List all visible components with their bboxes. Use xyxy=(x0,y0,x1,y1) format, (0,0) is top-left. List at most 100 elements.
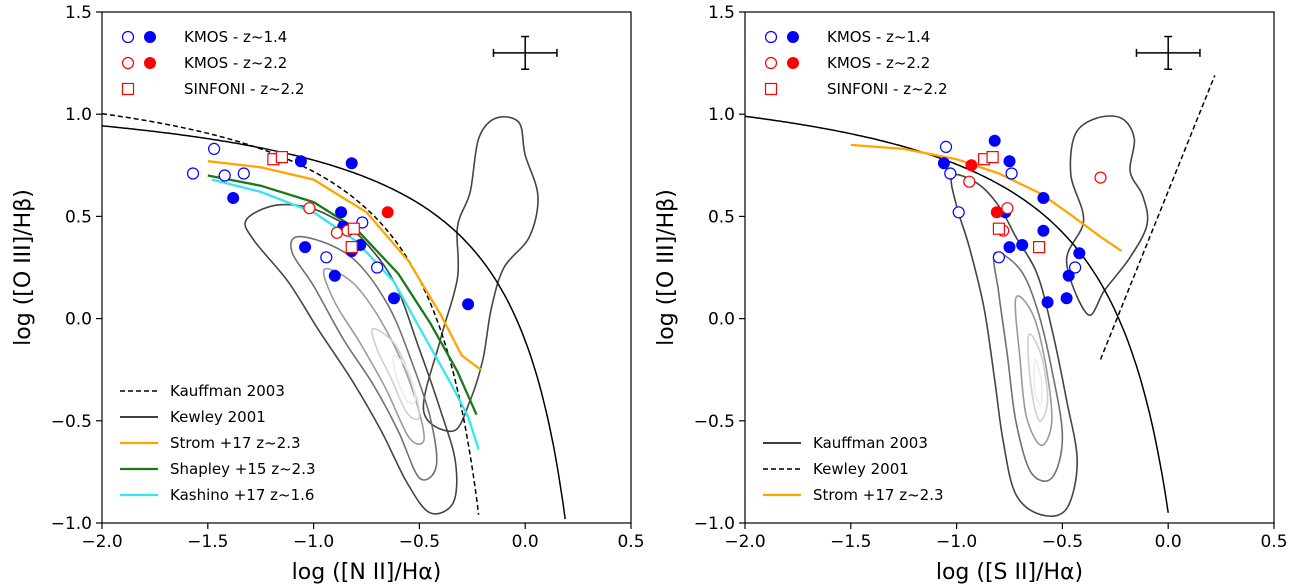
line-legend: Kauffman 2003 Kewley 2001 Strom +17 z~2.3 xyxy=(763,434,944,504)
y-tick-label: 0.5 xyxy=(708,207,735,227)
plot-area xyxy=(102,112,566,520)
y-tick-label: −1.0 xyxy=(694,514,735,534)
data-point xyxy=(990,206,1003,219)
y-tick-label: 1.5 xyxy=(708,3,735,23)
legend-marker xyxy=(144,57,156,69)
plot-area xyxy=(745,75,1216,518)
data-point xyxy=(186,167,200,180)
data-point xyxy=(1005,167,1018,180)
legend-label: Strom +17 z~2.3 xyxy=(170,434,301,452)
y-tick-label: −1.0 xyxy=(51,514,92,534)
legend-marker xyxy=(787,31,799,43)
legend-marker xyxy=(787,57,799,69)
data-point xyxy=(1016,239,1029,251)
data-point xyxy=(1041,296,1054,309)
data-point xyxy=(939,140,953,153)
legend-marker xyxy=(121,30,135,44)
legend-label: Shapley +15 z~2.3 xyxy=(170,460,316,478)
x-tick-label: −2.0 xyxy=(81,532,122,552)
plot-frame xyxy=(101,11,632,524)
x-tick-label: −1.0 xyxy=(936,532,977,552)
legend-label: SINFONI - z~2.2 xyxy=(184,80,305,98)
sdss-contour xyxy=(244,203,458,515)
x-tick-label: 0.0 xyxy=(512,532,539,552)
y-axis-label: log ([O III]/Hβ) xyxy=(654,189,679,346)
error-bar xyxy=(492,35,558,70)
x-tick-label: −2.0 xyxy=(724,532,765,552)
legend-marker xyxy=(144,31,156,43)
y-tick-label: −0.5 xyxy=(51,412,92,432)
data-point xyxy=(937,157,950,170)
data-point xyxy=(992,222,1006,235)
data-point xyxy=(462,298,475,311)
legend-label: KMOS - z~1.4 xyxy=(184,28,287,46)
data-point xyxy=(237,167,250,180)
y-tick-label: 0.5 xyxy=(65,207,92,227)
kauffman-2003-curve xyxy=(102,112,480,515)
data-point xyxy=(952,206,965,219)
x-axis-label: log ([N II]/Hα) xyxy=(292,560,442,585)
y-tick-label: 0.0 xyxy=(708,310,735,330)
legend-label: Kewley 2001 xyxy=(170,408,266,426)
x-tick-label: −1.5 xyxy=(187,532,228,552)
legend-marker xyxy=(121,82,135,96)
data-point xyxy=(208,142,221,155)
legend-label: Kauffman 2003 xyxy=(813,434,928,452)
x-tick-label: −1.5 xyxy=(830,532,871,552)
data-point xyxy=(1032,241,1046,254)
y-axis-label: log ([O III]/Hβ) xyxy=(11,189,36,346)
sdss-contour xyxy=(322,267,425,445)
y-tick-label: −0.5 xyxy=(694,412,735,432)
data-point xyxy=(1037,192,1050,204)
point-legend: KMOS - z~1.4 KMOS - z~2.2 SINFONI - z~2.2 xyxy=(764,28,948,98)
sdss-contour xyxy=(950,173,1079,518)
sdss-contour xyxy=(1065,115,1149,317)
x-tick-label: 0.0 xyxy=(1155,532,1182,552)
data-point xyxy=(963,175,976,188)
sdss-contour xyxy=(371,327,421,421)
legend-label: Kashino +17 z~1.6 xyxy=(170,486,314,504)
y-tick-label: 1.5 xyxy=(65,3,92,23)
x-tick-label: −0.5 xyxy=(1042,532,1083,552)
data-point xyxy=(227,192,240,204)
data-point xyxy=(1094,171,1107,184)
data-point xyxy=(335,206,348,219)
data-point xyxy=(1001,202,1014,215)
data-point xyxy=(345,157,358,170)
strom-17-curve xyxy=(850,143,1123,253)
data-point xyxy=(371,261,384,274)
x-tick-label: 0.5 xyxy=(1260,532,1287,552)
x-tick-label: −0.5 xyxy=(399,532,440,552)
data-point xyxy=(965,159,978,172)
legend-label: Kewley 2001 xyxy=(813,460,909,478)
kauffman-2003-curve xyxy=(745,115,1169,513)
data-point xyxy=(381,206,394,219)
shapley-15-curve xyxy=(207,174,478,416)
legend-label: KMOS - z~2.2 xyxy=(827,54,930,72)
sdss-contour xyxy=(290,235,438,481)
point-legend: KMOS - z~1.4 KMOS - z~2.2 SINFONI - z~2.2 xyxy=(121,28,305,98)
y-tick-label: 1.0 xyxy=(708,105,735,125)
legend-label: SINFONI - z~2.2 xyxy=(827,80,948,98)
data-point xyxy=(986,151,999,164)
panel-nii: log ([N II]/Hα) log ([O III]/Hβ) −2.0 −1.… xyxy=(11,3,645,585)
error-bar xyxy=(1135,35,1201,70)
kewley-2001-curve xyxy=(102,125,566,520)
sdss-contour xyxy=(422,115,539,433)
data-point xyxy=(294,155,307,168)
legend-label: Kauffman 2003 xyxy=(170,382,285,400)
data-point xyxy=(1037,224,1050,237)
data-point xyxy=(330,226,343,239)
sdss-contour xyxy=(1027,333,1049,422)
data-point xyxy=(1060,292,1073,305)
sdss-contour xyxy=(992,251,1064,482)
data-point xyxy=(328,269,341,282)
legend-marker xyxy=(764,56,778,70)
legend-marker xyxy=(121,56,135,70)
data-point xyxy=(299,241,312,254)
data-point xyxy=(944,167,957,180)
x-tick-label: −1.0 xyxy=(293,532,334,552)
legend-label: KMOS - z~2.2 xyxy=(184,54,287,72)
data-point xyxy=(1003,241,1016,254)
plot-frame xyxy=(744,11,1275,524)
